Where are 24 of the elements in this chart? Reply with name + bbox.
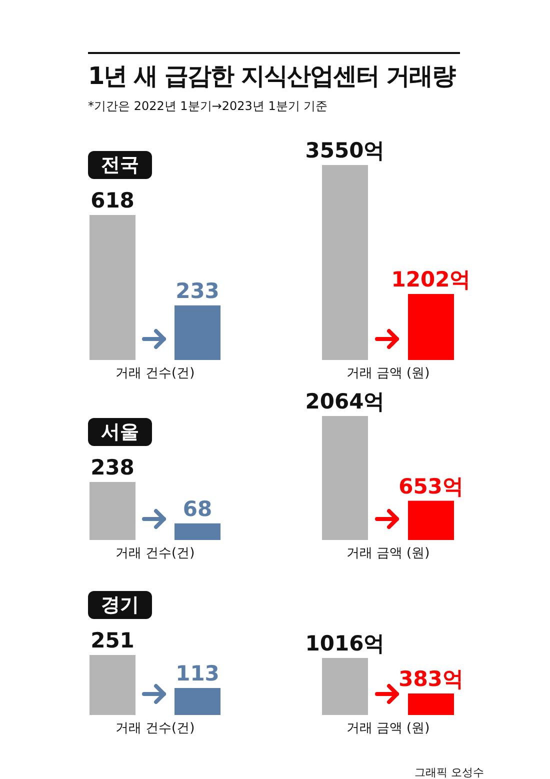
x-axis-title: 거래 건수(건) bbox=[114, 545, 196, 562]
x-axis-title: 거래 금액 (원) bbox=[345, 365, 431, 382]
text: 1년 새 급감한 지식산업센터 거래량 bbox=[88, 61, 456, 92]
x-axis-title: 거래 금액 (원) bbox=[345, 720, 431, 737]
data-label: 3550억 bbox=[305, 138, 385, 162]
data-label: 68 bbox=[182, 496, 212, 521]
text: *기간은 2022년 1분기→2023년 1분기 기준 bbox=[88, 98, 328, 115]
x-axis-title: 거래 금액 (원) bbox=[345, 545, 431, 562]
text: 그래픽 오성수 bbox=[414, 765, 484, 779]
data-label: 1016억 bbox=[305, 632, 385, 656]
data-label: 113 bbox=[176, 661, 220, 686]
data-label: 653억 bbox=[398, 474, 464, 498]
data-label: 383억 bbox=[398, 667, 464, 692]
data-label: 251 bbox=[90, 628, 134, 652]
chart-title: 전국 bbox=[88, 151, 152, 179]
x-axis-title: 거래 건수(건) bbox=[114, 720, 196, 737]
chart-title: 서울 bbox=[88, 418, 152, 446]
data-label: 1202억 bbox=[391, 267, 471, 292]
chart-title: 경기 bbox=[88, 591, 152, 619]
data-label: 2064억 bbox=[305, 390, 385, 414]
data-label: 618 bbox=[90, 188, 134, 212]
data-label: 238 bbox=[90, 456, 134, 480]
x-axis-title: 거래 건수(건) bbox=[114, 365, 196, 382]
data-label: 233 bbox=[176, 278, 220, 303]
